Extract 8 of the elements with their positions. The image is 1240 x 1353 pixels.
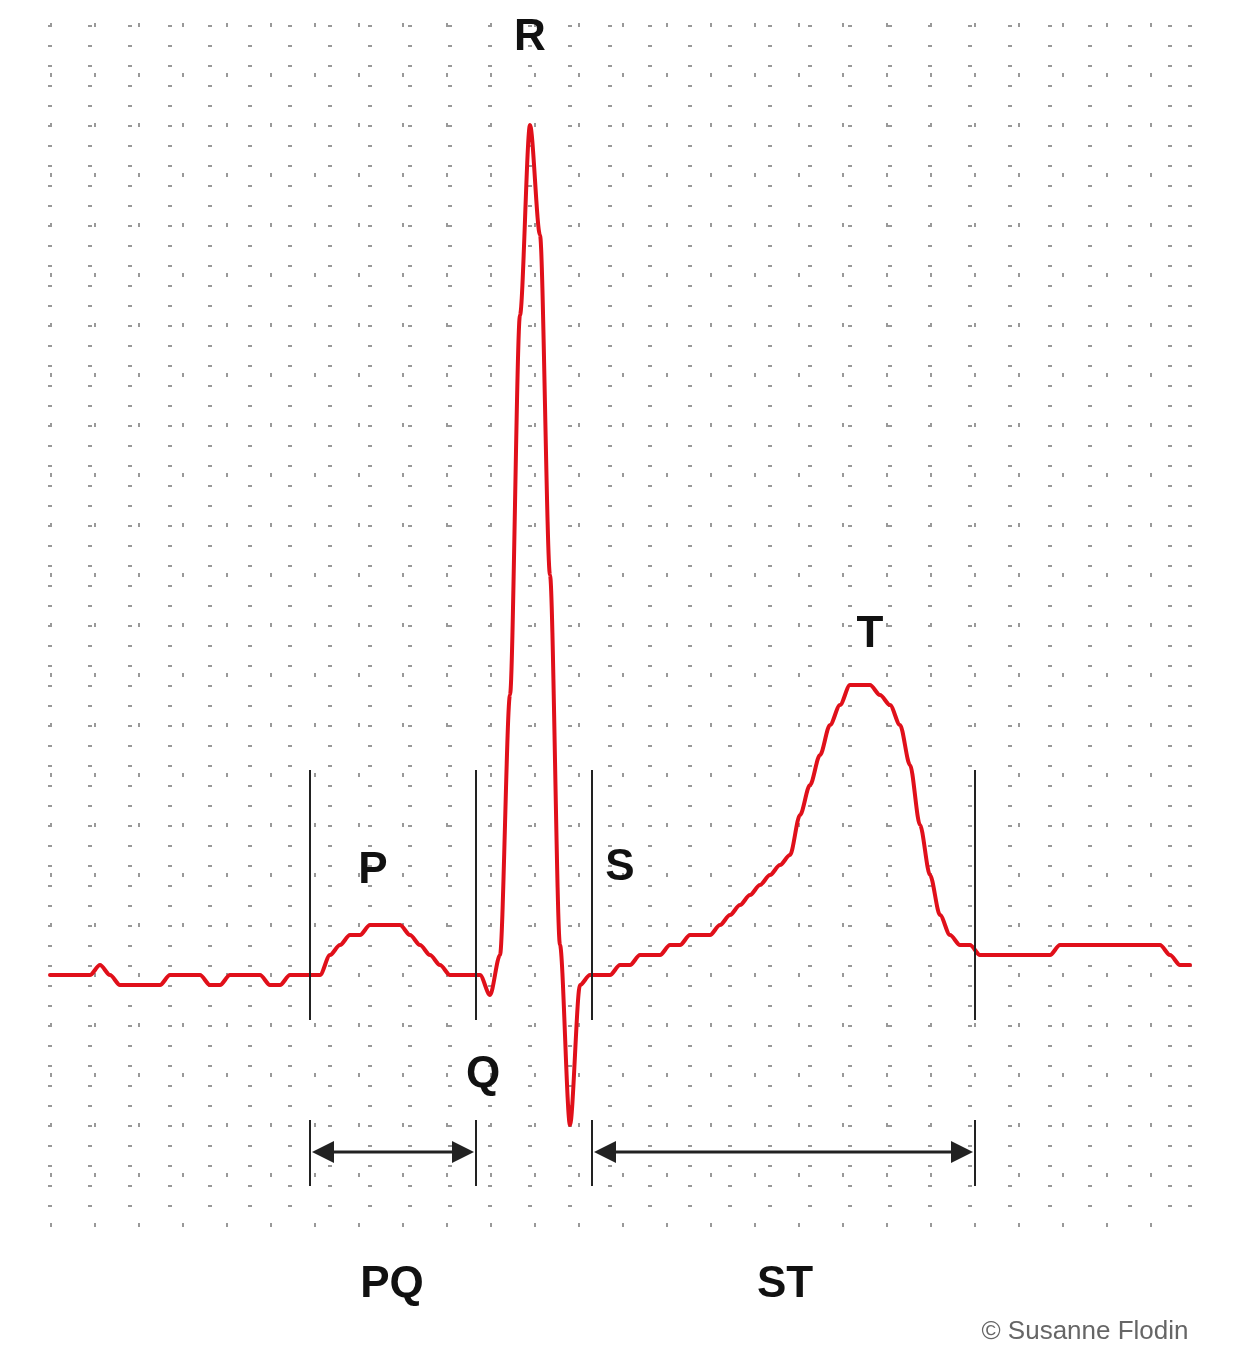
text: ST (756, 1257, 814, 1306)
text: R (514, 10, 546, 59)
text: © Susanne Flodin (981, 1315, 1189, 1345)
text: PQ (360, 1257, 424, 1306)
annotation: T (856, 607, 884, 656)
annotation: S (605, 840, 635, 889)
annotation: P (358, 843, 388, 892)
annotation: Q (465, 1047, 501, 1096)
